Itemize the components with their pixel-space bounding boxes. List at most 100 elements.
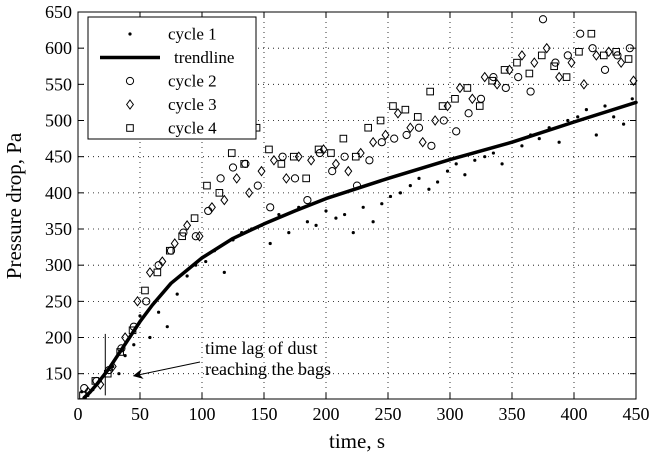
cycle-2-point	[526, 87, 535, 96]
cycle-4-point	[227, 149, 236, 157]
cycle-3-point	[183, 220, 192, 231]
cycle-1-point	[138, 314, 142, 318]
cycle-2-point	[538, 15, 548, 24]
cycle-4-point	[426, 87, 434, 96]
annotation-text: reaching the bags	[205, 359, 331, 379]
y-tick-label: 500	[45, 111, 72, 131]
cycle-2-point	[216, 174, 225, 183]
y-tick-label: 150	[45, 364, 72, 384]
cycle-4-point	[599, 51, 608, 60]
cycle-1-point	[268, 241, 272, 246]
cycle-3-point	[133, 296, 142, 307]
cycle-2-point	[402, 130, 411, 140]
legend-box	[87, 16, 257, 140]
cycle-4-point	[351, 152, 360, 161]
cycle-1-point	[343, 212, 347, 217]
cycle-3-point	[207, 201, 216, 213]
cycle-1-point	[445, 169, 450, 173]
cycle-2-point	[600, 65, 610, 74]
cycle-3-point	[617, 57, 626, 68]
cycle-4-point	[475, 102, 484, 110]
cycle-4-point	[364, 123, 372, 132]
x-tick-label: 150	[251, 404, 278, 424]
cycle-1-point	[204, 259, 208, 264]
cycle-2-point	[452, 127, 461, 136]
cycle-3-point	[493, 79, 502, 90]
cycle-3-point	[567, 57, 576, 68]
cycle-1-point	[371, 220, 375, 224]
legend-label-cycle-3: cycle 3	[168, 95, 217, 114]
cycle-4-point	[339, 134, 348, 143]
cycle-1-point	[132, 343, 136, 347]
cycle-3-point	[542, 42, 551, 54]
cycle-1-point	[361, 205, 365, 209]
cycle-2-point	[253, 181, 262, 190]
cycle-4-point	[525, 69, 534, 78]
cycle-3-point	[579, 79, 588, 90]
cycle-3-point	[443, 100, 452, 112]
cycle-3-point	[294, 151, 303, 163]
annotation-text: time lag of dust	[205, 338, 317, 358]
cycle-1-point	[165, 325, 169, 329]
cycle-2-point	[439, 116, 448, 125]
cycle-4-point	[587, 29, 596, 38]
cycle-3-point	[604, 46, 613, 58]
cycle-4-point	[203, 181, 211, 190]
cycle-4-point	[289, 152, 298, 161]
cycle-4-point	[488, 76, 496, 85]
cycle-1-point	[566, 118, 570, 123]
cycle-3-point	[220, 194, 229, 206]
cycle-4-point	[389, 102, 397, 110]
cycle-1-point	[463, 173, 467, 177]
cycle-1-point	[537, 136, 541, 141]
cycle-1-point	[305, 220, 309, 224]
cycle-4-point	[190, 214, 199, 222]
cycle-3-point	[245, 187, 254, 199]
cycle-1-point	[436, 180, 440, 184]
cycle-1-point	[500, 162, 504, 166]
cycle-3-point	[356, 147, 365, 159]
cycle-4-point	[438, 102, 447, 110]
y-tick-label: 300	[45, 255, 72, 275]
cycle-2-point	[501, 83, 510, 93]
x-tick-label: 250	[375, 404, 402, 424]
y-tick-label: 600	[45, 38, 72, 58]
cycle-1-point	[117, 372, 121, 376]
cycle-3-point	[393, 107, 402, 119]
cycle-4-point	[165, 246, 174, 255]
cycle-1-point	[576, 115, 580, 119]
cycle-4-point	[575, 47, 583, 56]
cycle-1-point	[388, 194, 393, 199]
cycle-3-point	[232, 173, 241, 184]
legend-label-trendline: trendline	[174, 48, 234, 67]
cycle-2-point	[328, 167, 337, 176]
cycle-1-point	[334, 216, 338, 220]
cycle-3-point	[145, 267, 154, 278]
cycle-2-point	[340, 152, 349, 161]
cycle-4-point	[327, 149, 335, 157]
cycle-3-point	[195, 230, 204, 242]
cycle-4-point	[463, 84, 472, 92]
legend: cycle 1 trendline cycle 2 cycle 3 cycle 4	[87, 16, 257, 140]
legend-swatch-cycle-4	[126, 124, 134, 132]
cycle-1-point	[398, 191, 402, 195]
cycle-1-point	[222, 270, 226, 275]
cycle-2-point	[266, 203, 275, 212]
cycle-1-point	[483, 155, 487, 159]
cycle-2-point	[414, 123, 424, 132]
cycle-4-point	[215, 189, 224, 197]
cycle-1-point	[454, 162, 458, 166]
cycle-2-point	[464, 109, 473, 118]
cycle-1-point	[603, 104, 607, 108]
x-tick-label: 350	[499, 404, 526, 424]
cycle-4-point	[265, 145, 273, 154]
cycle-2-point	[303, 195, 312, 205]
cycle-1-point	[417, 176, 421, 180]
cycle-1-point	[594, 133, 598, 137]
cycle-2-point	[228, 163, 238, 172]
plot-frame	[77, 11, 637, 400]
cycle-2-point	[576, 29, 585, 38]
y-tick-label: 200	[45, 328, 72, 348]
cycle-3-point	[480, 71, 489, 83]
